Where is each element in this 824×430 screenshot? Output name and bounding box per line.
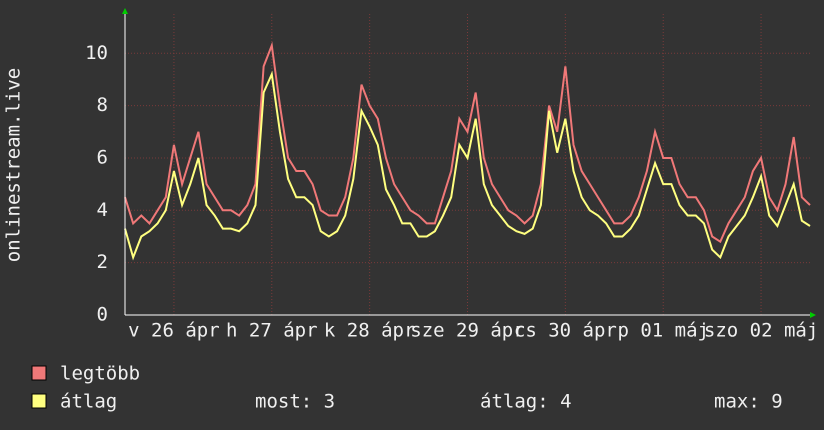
- x-tick-label: h 27 ápr: [226, 320, 318, 342]
- x-tick-label: szo 02 máj: [704, 320, 818, 342]
- x-tick-label: p 01 máj: [617, 320, 709, 342]
- plot: [124, 41, 811, 261]
- y-tick-label: 8: [97, 94, 108, 116]
- series-line: [124, 70, 811, 261]
- stat-avg: átlag: 4: [480, 391, 572, 413]
- legend-swatch: [31, 393, 47, 409]
- y-axis-label: onlinestream.live: [3, 68, 25, 262]
- legend-label: átlag: [60, 391, 117, 413]
- legend-swatch: [31, 365, 47, 381]
- x-arrow: [810, 312, 816, 318]
- stat-now: most: 3: [255, 391, 335, 413]
- y-tick-label: 6: [97, 146, 108, 168]
- y-tick-label: 10: [85, 42, 108, 64]
- y-arrow: [122, 8, 128, 14]
- legend-label: legtöbb: [60, 363, 140, 385]
- y-tick-label: 0: [97, 304, 108, 326]
- series-line: [124, 41, 811, 244]
- x-tick-label: k 28 ápr: [324, 320, 416, 342]
- y-tick-label: 2: [97, 251, 108, 273]
- stat-max: max: 9: [714, 391, 783, 413]
- y-tick-label: 4: [97, 199, 108, 221]
- x-tick-label: sze 29 ápr: [410, 320, 524, 342]
- x-tick-label: cs 30 ápr: [514, 320, 617, 342]
- x-tick-label: v 26 ápr: [128, 320, 220, 342]
